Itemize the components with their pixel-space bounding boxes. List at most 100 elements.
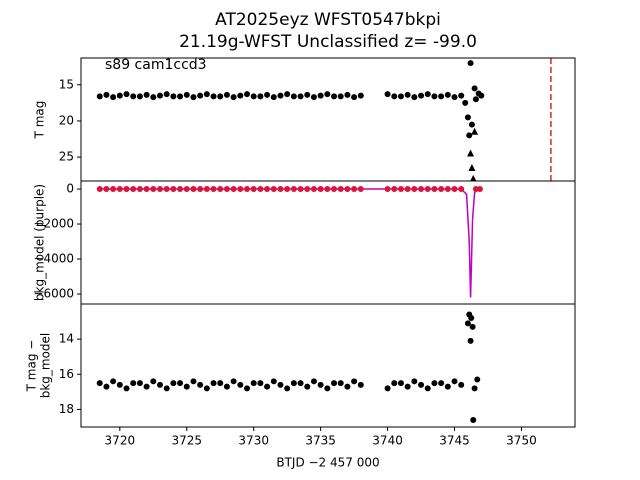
marker [116, 92, 123, 99]
marker [156, 381, 163, 388]
marker [404, 186, 411, 193]
marker [351, 378, 358, 385]
marker [150, 186, 157, 193]
marker [290, 380, 297, 387]
marker [310, 378, 317, 385]
marker [270, 186, 277, 193]
marker [170, 380, 177, 387]
marker [130, 380, 137, 387]
marker [96, 380, 103, 387]
marker [143, 91, 150, 98]
marker [384, 385, 391, 392]
y-tick-label: −4000 [33, 252, 74, 266]
marker [431, 93, 438, 100]
marker [424, 186, 431, 193]
marker [357, 186, 364, 193]
marker [451, 378, 458, 385]
marker [163, 385, 170, 392]
marker [270, 378, 277, 385]
marker [177, 186, 184, 193]
marker [471, 127, 479, 135]
marker [458, 92, 465, 99]
marker [397, 380, 404, 387]
marker [444, 91, 451, 98]
marker [304, 383, 311, 390]
marker [264, 91, 271, 98]
marker [163, 91, 170, 98]
marker [210, 380, 217, 387]
marker [337, 186, 344, 193]
marker [237, 186, 244, 193]
marker [404, 91, 411, 98]
marker [183, 186, 190, 193]
marker [451, 186, 458, 193]
marker [177, 93, 184, 100]
marker [444, 186, 451, 193]
chart-title: AT2025eyz WFST0547bkpi [215, 10, 441, 30]
marker [150, 378, 157, 385]
marker [270, 94, 277, 101]
x-tick-label: 3730 [238, 434, 269, 448]
marker [190, 94, 197, 101]
marker [103, 383, 110, 390]
marker [177, 380, 184, 387]
marker [150, 94, 157, 101]
marker [103, 186, 110, 193]
marker [458, 381, 465, 388]
y-tick-label: 18 [59, 402, 74, 416]
marker [223, 186, 230, 193]
marker [257, 93, 264, 100]
marker [237, 381, 244, 388]
marker [351, 186, 358, 193]
marker [96, 186, 103, 193]
marker [183, 383, 190, 390]
marker [223, 91, 230, 98]
marker [297, 93, 304, 100]
marker [438, 186, 445, 193]
marker [470, 416, 477, 423]
marker [136, 186, 143, 193]
marker [431, 186, 438, 193]
y-tick-label: 25 [59, 150, 74, 164]
marker [351, 94, 358, 101]
marker [230, 186, 237, 193]
marker [156, 92, 163, 99]
marker [250, 93, 257, 100]
marker [384, 91, 391, 98]
marker [458, 186, 465, 193]
marker [257, 380, 264, 387]
marker [468, 315, 475, 322]
axes-frame [80, 303, 576, 428]
marker [391, 186, 398, 193]
marker [424, 91, 431, 98]
marker [123, 186, 130, 193]
marker [384, 186, 391, 193]
plot-area [96, 311, 481, 423]
marker [110, 378, 117, 385]
marker [244, 91, 251, 98]
marker [250, 186, 257, 193]
marker [130, 93, 137, 100]
marker [324, 385, 331, 392]
y-tick-label: 0 [66, 182, 74, 196]
marker [397, 93, 404, 100]
marker [156, 186, 163, 193]
marker [462, 99, 469, 106]
marker [337, 380, 344, 387]
marker [466, 132, 473, 139]
marker [136, 93, 143, 100]
marker [431, 380, 438, 387]
marker [170, 93, 177, 100]
marker [404, 383, 411, 390]
chart-title: 21.19g-WFST Unclassified z= -99.0 [179, 32, 477, 52]
marker [397, 186, 404, 193]
plot-area [96, 186, 483, 298]
marker [357, 92, 364, 99]
marker [290, 186, 297, 193]
marker [357, 381, 364, 388]
marker [237, 92, 244, 99]
y-axis-label: bkg_model (purple) [33, 184, 47, 301]
y-tick-label: −2000 [33, 217, 74, 231]
marker [123, 91, 130, 98]
